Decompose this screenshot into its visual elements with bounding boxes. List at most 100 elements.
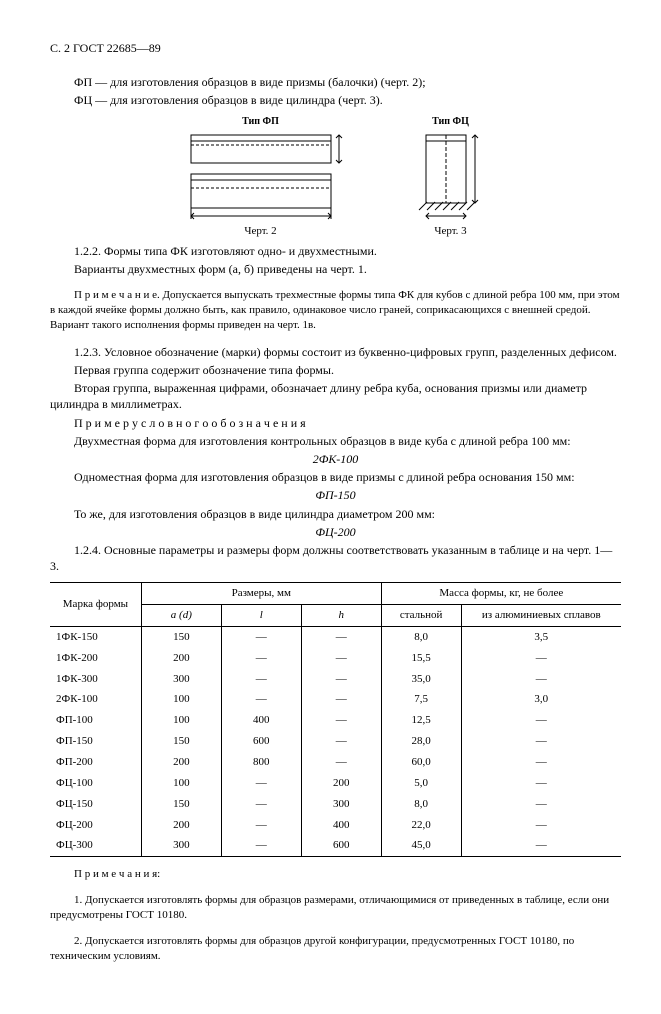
example-3-desig: ФЦ-200 xyxy=(50,524,621,540)
table-cell: 60,0 xyxy=(381,752,461,773)
table-cell: 400 xyxy=(221,710,301,731)
table-cell: — xyxy=(461,731,621,752)
figure-3-caption: Черт. 3 xyxy=(434,224,466,239)
table-row: ФП-100100400—12,5— xyxy=(50,710,621,731)
table-row: ФП-150150600—28,0— xyxy=(50,731,621,752)
table-cell: ФП-100 xyxy=(50,710,141,731)
table-cell: — xyxy=(461,752,621,773)
table-cell: ФП-150 xyxy=(50,731,141,752)
table-row: 1ФК-300300——35,0— xyxy=(50,669,621,690)
table-cell: ФЦ-100 xyxy=(50,773,141,794)
example-header: П р и м е р у с л о в н о г о о б о з н … xyxy=(50,415,621,431)
table-cell: 7,5 xyxy=(381,689,461,710)
table-cell: 1ФК-150 xyxy=(50,626,141,647)
example-1-text: Двухместная форма для изготовления контр… xyxy=(50,433,621,449)
figure-3-label: Тип ФЦ xyxy=(432,115,469,129)
example-1-desig: 2ФК-100 xyxy=(50,451,621,467)
table-cell: — xyxy=(301,731,381,752)
table-cell: — xyxy=(461,773,621,794)
table-cell: — xyxy=(221,773,301,794)
table-cell: 600 xyxy=(301,835,381,856)
intro-line-fc: ФЦ — для изготовления образцов в виде ци… xyxy=(50,92,621,108)
params-table: Марка формы Размеры, мм Масса формы, кг,… xyxy=(50,582,621,857)
example-2-text: Одноместная форма для изготовления образ… xyxy=(50,469,621,485)
table-cell: 100 xyxy=(141,689,221,710)
table-cell: — xyxy=(461,710,621,731)
th-steel: стальной xyxy=(381,605,461,627)
table-cell: — xyxy=(221,689,301,710)
example-3-text: То же, для изготовления образцов в виде … xyxy=(50,506,621,522)
table-cell: — xyxy=(221,794,301,815)
table-cell: 35,0 xyxy=(381,669,461,690)
table-cell: 1ФК-300 xyxy=(50,669,141,690)
table-row: ФП-200200800—60,0— xyxy=(50,752,621,773)
table-cell: 100 xyxy=(141,710,221,731)
s122-note: П р и м е ч а н и е. Допускается выпуска… xyxy=(50,288,621,333)
table-cell: 8,0 xyxy=(381,794,461,815)
page: С. 2 ГОСТ 22685—89 ФП — для изготовления… xyxy=(0,0,661,1014)
table-cell: — xyxy=(221,648,301,669)
cylinder-icon xyxy=(401,130,501,220)
table-cell: — xyxy=(301,752,381,773)
table-cell: 5,0 xyxy=(381,773,461,794)
prism-icon xyxy=(171,130,351,220)
s123-l3: Вторая группа, выраженная цифрами, обозн… xyxy=(50,380,621,412)
figure-3: Тип ФЦ xyxy=(401,115,501,239)
figure-row: Тип ФП Черт. 2 xyxy=(50,115,621,239)
s122-l1: 1.2.2. Формы типа ФК изготовляют одно- и… xyxy=(50,243,621,259)
table-cell: — xyxy=(301,648,381,669)
table-cell: 300 xyxy=(141,835,221,856)
figure-2-label: Тип ФП xyxy=(242,115,279,129)
table-cell: 150 xyxy=(141,731,221,752)
table-cell: 400 xyxy=(301,815,381,836)
table-cell: 200 xyxy=(141,752,221,773)
table-cell: 300 xyxy=(301,794,381,815)
table-cell: 2ФК-100 xyxy=(50,689,141,710)
table-cell: — xyxy=(461,794,621,815)
th-l: l xyxy=(221,605,301,627)
th-al: из алюминиевых сплавов xyxy=(461,605,621,627)
table-cell: — xyxy=(221,815,301,836)
table-cell: 200 xyxy=(301,773,381,794)
table-cell: — xyxy=(301,669,381,690)
table-cell: 100 xyxy=(141,773,221,794)
intro-line-fp: ФП — для изготовления образцов в виде пр… xyxy=(50,74,621,90)
table-row: ФЦ-300300—60045,0— xyxy=(50,835,621,856)
table-cell: 200 xyxy=(141,815,221,836)
table-cell: ФЦ-150 xyxy=(50,794,141,815)
table-cell: 150 xyxy=(141,794,221,815)
th-h: h xyxy=(301,605,381,627)
table-cell: — xyxy=(461,648,621,669)
note-1: 1. Допускается изготовлять формы для обр… xyxy=(50,893,621,923)
page-header: С. 2 ГОСТ 22685—89 xyxy=(50,40,621,56)
s122-l2: Варианты двухместных форм (а, б) приведе… xyxy=(50,261,621,277)
table-cell: — xyxy=(301,710,381,731)
table-row: 2ФК-100100——7,53,0 xyxy=(50,689,621,710)
table-cell: — xyxy=(461,669,621,690)
table-cell: — xyxy=(221,669,301,690)
table-cell: — xyxy=(301,689,381,710)
figure-2-caption: Черт. 2 xyxy=(244,224,276,239)
notes-header: П р и м е ч а н и я: xyxy=(50,867,621,882)
table-cell: 300 xyxy=(141,669,221,690)
table-cell: 12,5 xyxy=(381,710,461,731)
table-cell: 15,5 xyxy=(381,648,461,669)
th-mark: Марка формы xyxy=(50,583,141,627)
table-cell: — xyxy=(221,835,301,856)
table-cell: 22,0 xyxy=(381,815,461,836)
table-cell: — xyxy=(221,626,301,647)
s124: 1.2.4. Основные параметры и размеры форм… xyxy=(50,542,621,574)
table-cell: ФЦ-200 xyxy=(50,815,141,836)
figure-2: Тип ФП Черт. 2 xyxy=(171,115,351,239)
table-cell: — xyxy=(461,815,621,836)
table-cell: — xyxy=(301,626,381,647)
table-cell: 600 xyxy=(221,731,301,752)
table-cell: 28,0 xyxy=(381,731,461,752)
table-cell: 1ФК-200 xyxy=(50,648,141,669)
table-body: 1ФК-150150——8,03,51ФК-200200——15,5—1ФК-3… xyxy=(50,626,621,856)
table-row: ФЦ-100100—2005,0— xyxy=(50,773,621,794)
table-row: 1ФК-200200——15,5— xyxy=(50,648,621,669)
table-cell: 3,0 xyxy=(461,689,621,710)
table-row: 1ФК-150150——8,03,5 xyxy=(50,626,621,647)
th-mass: Масса формы, кг, не более xyxy=(381,583,621,605)
